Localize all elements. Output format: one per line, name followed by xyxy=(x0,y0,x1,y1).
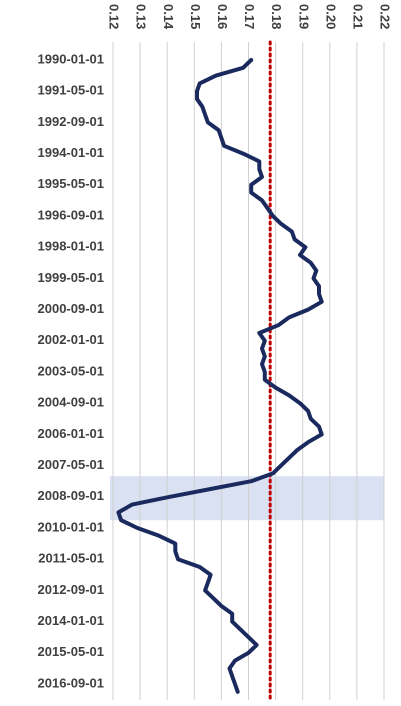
y-tick-label: 1990-01-01 xyxy=(38,51,105,66)
y-tick-label: 2004-09-01 xyxy=(38,395,105,410)
x-tick-label: 0.18 xyxy=(269,4,284,29)
y-tick-label: 2012-09-01 xyxy=(38,582,105,597)
y-tick-label: 1995-05-01 xyxy=(38,176,105,191)
y-tick-label: 1996-09-01 xyxy=(38,207,105,222)
y-tick-label: 2010-01-01 xyxy=(38,519,105,534)
x-tick-label: 0.13 xyxy=(134,4,149,29)
x-tick-label: 0.12 xyxy=(107,4,122,29)
y-tick-label: 2008-09-01 xyxy=(38,488,105,503)
y-tick-label: 2014-01-01 xyxy=(38,613,105,628)
x-tick-label: 0.19 xyxy=(296,4,311,29)
y-tick-label: 1991-05-01 xyxy=(38,83,105,98)
y-tick-label: 2006-01-01 xyxy=(38,426,105,441)
x-tick-label: 0.20 xyxy=(323,4,338,29)
y-tick-label: 2015-05-01 xyxy=(38,644,105,659)
x-tick-label: 0.14 xyxy=(161,4,176,30)
x-tick-label: 0.16 xyxy=(215,4,230,29)
x-tick-label: 0.15 xyxy=(188,4,203,29)
y-tick-label: 1994-01-01 xyxy=(38,145,105,160)
y-tick-label: 2000-09-01 xyxy=(38,301,105,316)
y-tick-label: 1999-05-01 xyxy=(38,270,105,285)
y-tick-label: 1998-01-01 xyxy=(38,239,105,254)
y-tick-label: 2016-09-01 xyxy=(38,675,105,690)
y-tick-label: 2007-05-01 xyxy=(38,457,105,472)
x-tick-label: 0.22 xyxy=(378,4,393,29)
x-tick-label: 0.21 xyxy=(350,4,365,29)
y-tick-label: 1992-09-01 xyxy=(38,114,105,129)
y-tick-label: 2003-05-01 xyxy=(38,363,105,378)
y-tick-label: 2002-01-01 xyxy=(38,332,105,347)
x-tick-label: 0.17 xyxy=(242,4,257,29)
series-line xyxy=(116,58,324,694)
y-tick-label: 2011-05-01 xyxy=(38,551,104,566)
